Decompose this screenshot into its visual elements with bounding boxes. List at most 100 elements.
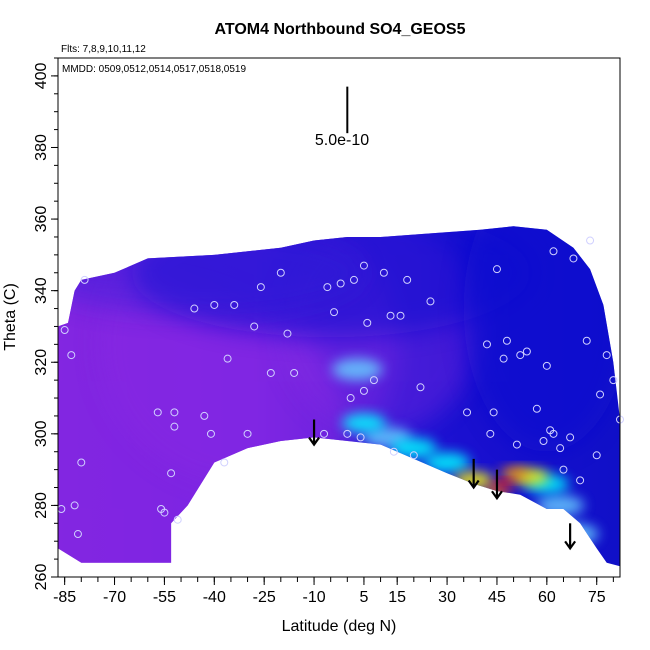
data-point [70, 501, 79, 510]
data-point [160, 508, 169, 517]
data-point [363, 318, 372, 327]
data-point [556, 444, 565, 453]
data-point [276, 268, 285, 277]
data-point [492, 265, 501, 274]
data-point [200, 411, 209, 420]
data-point [230, 300, 239, 309]
data-point [170, 422, 179, 431]
data-point [522, 347, 531, 356]
scale-annotation: 5.0e-10 [315, 132, 369, 149]
data-point [60, 326, 69, 335]
field-highlight [548, 522, 599, 546]
data-point [539, 436, 548, 445]
data-point [489, 408, 498, 417]
data-point [396, 311, 405, 320]
field-highlight [332, 358, 383, 381]
data-point [256, 283, 265, 292]
field-highlight [535, 494, 585, 516]
data-point [266, 368, 275, 377]
data-point [220, 458, 229, 467]
field-region [463, 226, 620, 452]
data-point [542, 361, 551, 370]
data-point [290, 368, 299, 377]
field-highlight [499, 467, 528, 480]
data-point [486, 429, 495, 438]
x-tick-label: 15 [388, 589, 406, 606]
data-point [206, 429, 215, 438]
x-tick-label: -25 [253, 589, 276, 606]
data-point [409, 451, 418, 460]
field-region [58, 229, 364, 316]
data-point [559, 465, 568, 474]
x-tick-label: 30 [438, 589, 456, 606]
x-tick-label: 5 [359, 589, 368, 606]
data-point [569, 254, 578, 263]
data-point [549, 247, 558, 256]
y-tick-label: 300 [33, 420, 50, 447]
data-point [379, 268, 388, 277]
x-tick-label: -10 [302, 589, 325, 606]
field-highlight [424, 452, 471, 473]
data-point [283, 329, 292, 338]
y-axis: 260 280 300 320 340 360 380 400 [33, 57, 58, 591]
data-point [463, 408, 472, 417]
arrow-markers [308, 419, 577, 551]
arrow [491, 469, 503, 501]
data-point [582, 336, 591, 345]
y-tick-label: 380 [33, 134, 50, 161]
data-point [153, 408, 162, 417]
data-point [512, 440, 521, 449]
data-point [426, 297, 435, 306]
data-point [320, 429, 329, 438]
data-point [549, 429, 558, 438]
x-axis-label: Latitude (deg N) [282, 618, 397, 635]
observation-markers [57, 236, 624, 539]
data-point [173, 515, 182, 524]
data-point [403, 275, 412, 284]
data-point [77, 458, 86, 467]
data-point [67, 351, 76, 360]
data-point [330, 308, 339, 317]
data-point [499, 354, 508, 363]
data-point [167, 469, 176, 478]
data-point [73, 530, 82, 539]
data-point [250, 322, 259, 331]
chart-title: ATOM4 Northbound SO4_GEOS5 [215, 21, 466, 38]
data-point [343, 429, 352, 438]
y-tick-label: 320 [33, 349, 50, 376]
chart-subtitle-dates: MMDD: 0509,0512,0514,0517,0518,0519 [62, 64, 246, 75]
data-point [482, 340, 491, 349]
data-point [596, 390, 605, 399]
data-point [323, 283, 332, 292]
data-point [566, 433, 575, 442]
data-point [386, 311, 395, 320]
data-point [349, 275, 358, 284]
data-point [346, 394, 355, 403]
x-tick-label: 60 [538, 589, 556, 606]
y-tick-label: 360 [33, 206, 50, 233]
y-tick-label: 260 [33, 564, 50, 591]
chart-subtitle-flights: Flts: 7,8,9,10,11,12 [61, 44, 146, 55]
data-point [359, 261, 368, 270]
data-point [336, 279, 345, 288]
data-point [502, 336, 511, 345]
y-tick-label: 280 [33, 492, 50, 519]
y-tick-label: 340 [33, 277, 50, 304]
data-point [592, 451, 601, 460]
data-point [369, 376, 378, 385]
arrow [564, 523, 577, 551]
y-tick-label: 400 [33, 62, 50, 89]
arrow [467, 458, 480, 490]
x-tick-label: -85 [53, 589, 76, 606]
data-point [609, 376, 618, 385]
field-highlight [342, 413, 386, 433]
x-tick-label: 45 [488, 589, 506, 606]
x-tick-label: -55 [153, 589, 176, 606]
data-point [170, 408, 179, 417]
data-point [516, 351, 525, 360]
data-point [389, 447, 398, 456]
data-point [243, 429, 252, 438]
data-point [576, 476, 585, 485]
data-point [223, 354, 232, 363]
field-highlight [390, 438, 437, 459]
